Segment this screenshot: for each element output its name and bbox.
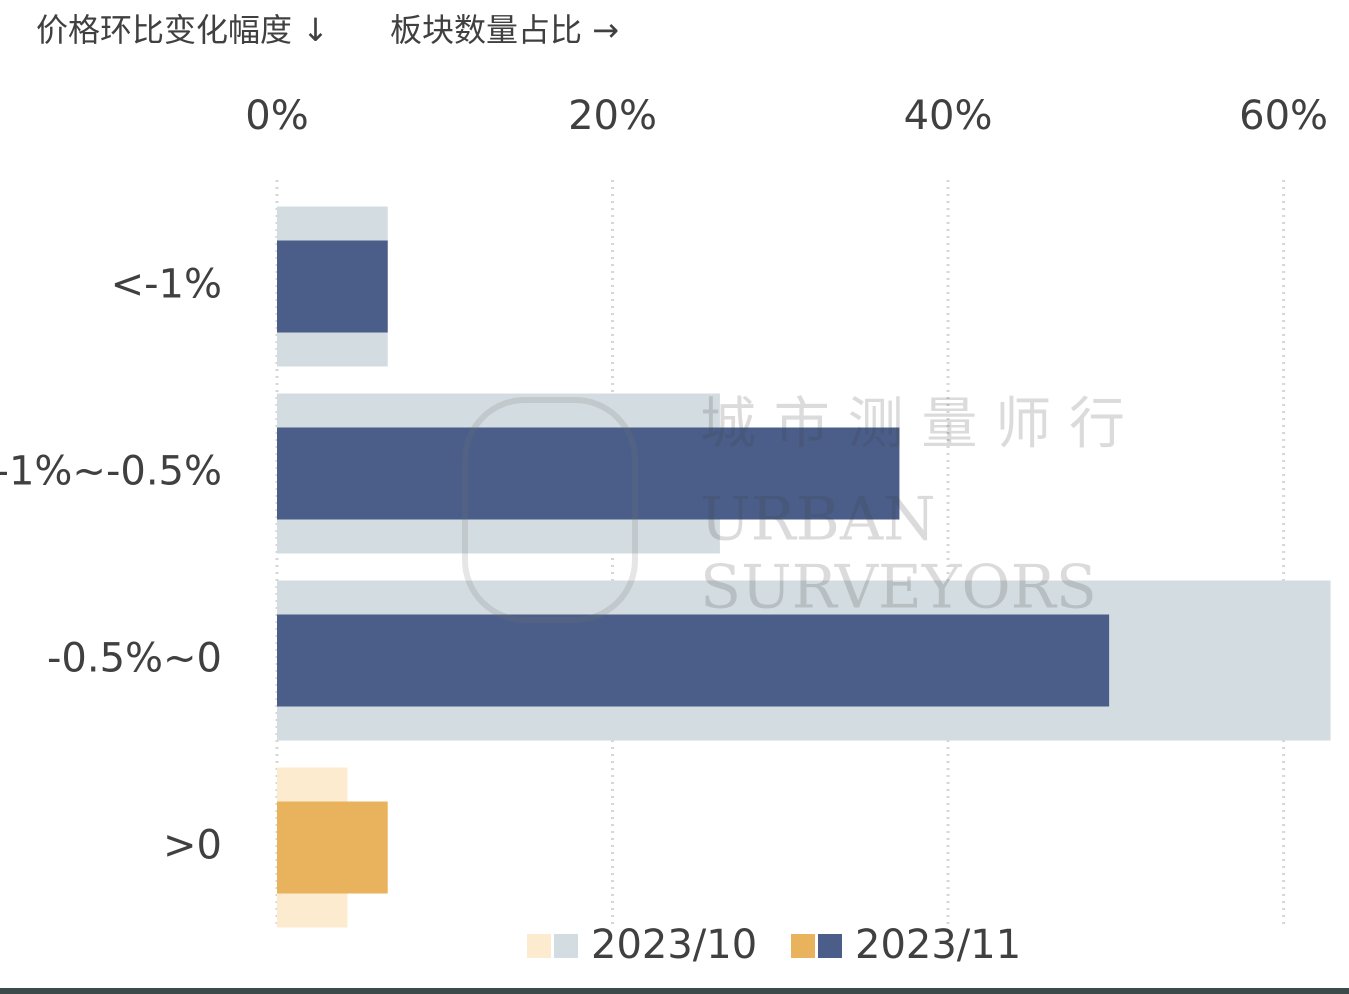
watermark-text: SURVEYORS xyxy=(700,553,1097,623)
x-tick-label: 60% xyxy=(1239,93,1328,139)
legend-label: 2023/10 xyxy=(591,922,757,968)
x-tick-label: 20% xyxy=(568,93,657,139)
legend-swatch xyxy=(818,934,842,958)
bar xyxy=(277,614,1110,707)
bar xyxy=(277,801,388,894)
legend-swatch xyxy=(554,934,578,958)
legend-label: 2023/11 xyxy=(855,922,1021,968)
x-tick-label: 40% xyxy=(904,93,993,139)
watermark-text: 城 市 测 量 师 行 xyxy=(700,392,1125,457)
bar xyxy=(277,427,900,520)
bar xyxy=(277,240,388,333)
watermark-logo xyxy=(462,397,638,623)
window-border xyxy=(0,988,1349,994)
legend-swatch xyxy=(527,934,551,958)
y-axis-label: 价格环比变化幅度 ↓ xyxy=(36,11,329,49)
watermark-text: URBAN xyxy=(700,485,936,555)
y-tick-label: -0.5%~0 xyxy=(47,636,222,682)
legend-swatch xyxy=(791,934,815,958)
y-tick-label: -1%~-0.5% xyxy=(0,449,222,495)
y-tick-label: <-1% xyxy=(111,262,222,308)
x-tick-label: 0% xyxy=(245,93,308,139)
x-axis-label: 板块数量占比 → xyxy=(390,11,619,49)
y-tick-label: >0 xyxy=(163,823,222,869)
